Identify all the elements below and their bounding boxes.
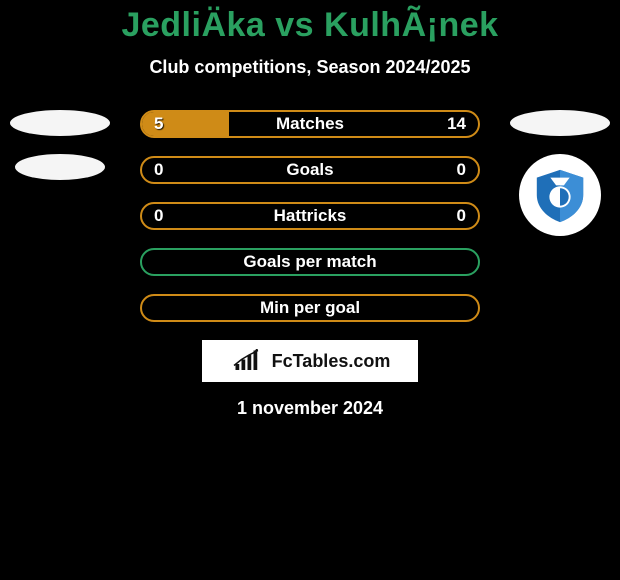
infographic-root: JedliÄka vs KulhÃ¡nek Club competitions,…: [0, 0, 620, 580]
stat-bar: Goals 0 0: [140, 156, 480, 184]
stat-bar-label: Min per goal: [260, 298, 360, 318]
player-badge-right-1: [510, 110, 610, 136]
stat-bar: Min per goal: [140, 294, 480, 322]
stat-right-value: 14: [447, 114, 466, 134]
stat-bar: Hattricks 0 0: [140, 202, 480, 230]
site-name: FcTables.com: [272, 351, 391, 372]
page-title: JedliÄka vs KulhÃ¡nek: [0, 6, 620, 45]
player-badge-left-1: [10, 110, 110, 136]
stat-bar: Goals per match: [140, 248, 480, 276]
stat-bar-label: Matches: [276, 114, 344, 134]
left-badge-column: [10, 110, 110, 180]
bar-chart-icon: [230, 349, 268, 373]
compare-area: Matches 5 14 Goals 0 0 Hattricks 0 0 Goals per ma…: [0, 110, 620, 322]
page-subtitle: Club competitions, Season 2024/2025: [0, 57, 620, 78]
club-logo-right: [519, 154, 601, 236]
stat-bar-label: Goals per match: [243, 252, 376, 272]
shield-icon: [531, 166, 589, 224]
stat-bar-label: Goals: [286, 160, 333, 180]
stat-left-value: 5: [154, 114, 163, 134]
player-badge-left-2: [15, 154, 105, 180]
stat-left-value: 0: [154, 206, 163, 226]
stat-left-value: 0: [154, 160, 163, 180]
right-badge-column: [510, 110, 610, 236]
stat-right-value: 0: [457, 206, 466, 226]
stat-right-value: 0: [457, 160, 466, 180]
site-attribution[interactable]: FcTables.com: [202, 340, 418, 382]
stat-bar-label: Hattricks: [274, 206, 347, 226]
date-stamp: 1 november 2024: [0, 398, 620, 419]
stat-bars: Matches 5 14 Goals 0 0 Hattricks 0 0 Goals per ma…: [140, 110, 480, 322]
stat-bar: Matches 5 14: [140, 110, 480, 138]
